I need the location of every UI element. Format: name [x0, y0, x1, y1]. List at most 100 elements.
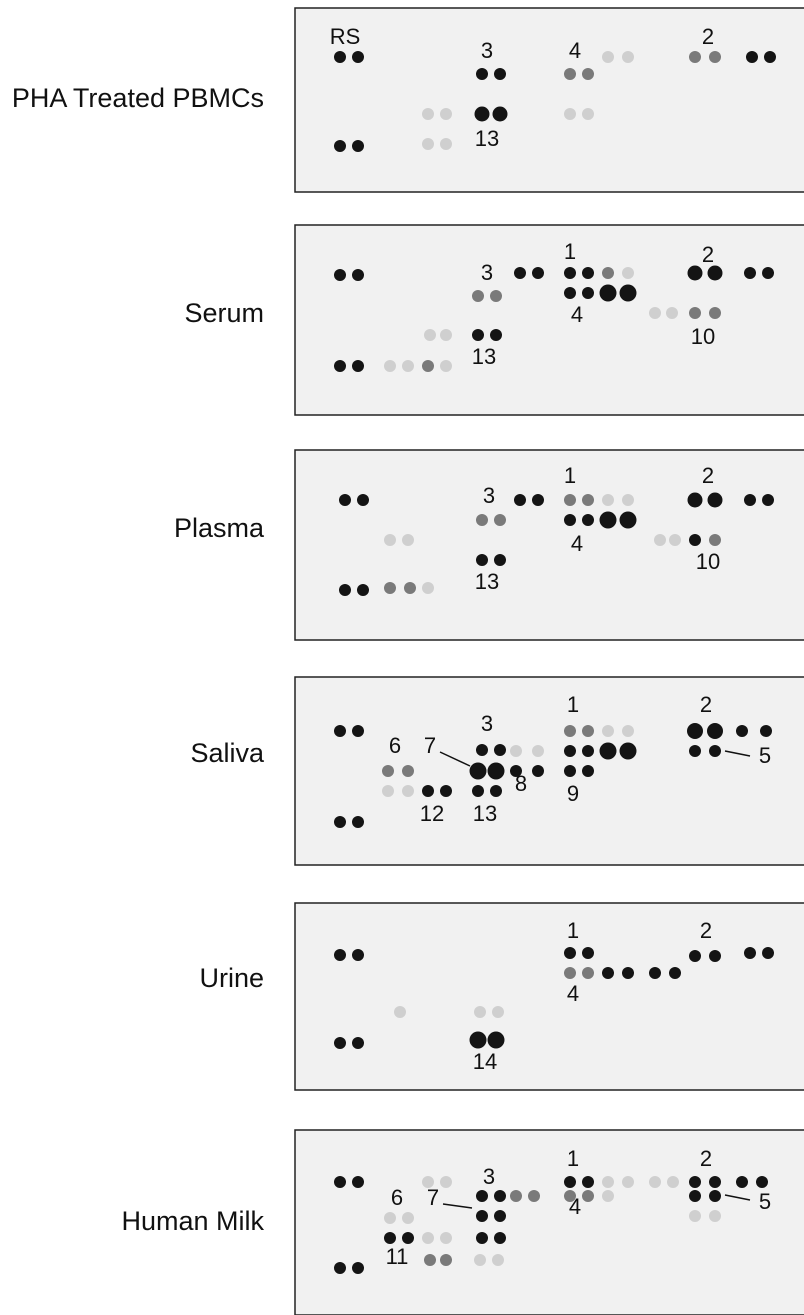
spot-label: 9 — [567, 781, 579, 806]
spot-label: 13 — [472, 344, 496, 369]
blot — [295, 450, 804, 640]
dot — [334, 51, 346, 63]
dot — [440, 138, 452, 150]
dot — [688, 266, 703, 281]
dot — [532, 267, 544, 279]
dot — [707, 723, 723, 739]
row-label: Human Milk — [121, 1206, 264, 1236]
dot — [602, 1176, 614, 1188]
dot — [602, 967, 614, 979]
dot — [394, 1006, 406, 1018]
dot — [582, 68, 594, 80]
dot — [476, 1190, 488, 1202]
dot — [382, 785, 394, 797]
dot — [514, 494, 526, 506]
dot — [687, 723, 703, 739]
dot — [384, 360, 396, 372]
dot — [424, 329, 436, 341]
spot-label: 12 — [420, 801, 444, 826]
dot — [582, 287, 594, 299]
row-label: PHA Treated PBMCs — [12, 83, 264, 113]
dot — [492, 1254, 504, 1266]
spot-label: 7 — [424, 733, 436, 758]
dot — [582, 947, 594, 959]
dot — [352, 360, 364, 372]
spot-label: 7 — [427, 1185, 439, 1210]
dot — [494, 514, 506, 526]
spot-label: 1 — [567, 692, 579, 717]
row-label: Urine — [199, 963, 264, 993]
blot — [295, 8, 804, 192]
dot — [564, 267, 576, 279]
dot — [510, 745, 522, 757]
dot — [709, 1210, 721, 1222]
dot — [709, 950, 721, 962]
dot — [402, 1232, 414, 1244]
dot — [689, 1190, 701, 1202]
dot — [422, 582, 434, 594]
dot — [620, 743, 637, 760]
spot-label: 2 — [702, 463, 714, 488]
dot — [564, 494, 576, 506]
spot-label: 2 — [702, 24, 714, 49]
spot-label: 3 — [481, 260, 493, 285]
dot — [736, 725, 748, 737]
dot — [602, 494, 614, 506]
dot — [357, 584, 369, 596]
dot — [746, 51, 758, 63]
dot — [564, 68, 576, 80]
dot — [334, 1262, 346, 1274]
dot — [689, 307, 701, 319]
dot — [352, 140, 364, 152]
dot — [334, 949, 346, 961]
dot — [352, 1176, 364, 1188]
spot-label: 3 — [483, 483, 495, 508]
dot — [708, 266, 723, 281]
spot-label: 4 — [571, 531, 583, 556]
spot-label: 13 — [473, 801, 497, 826]
dot — [334, 1176, 346, 1188]
dot — [622, 51, 634, 63]
dot — [602, 267, 614, 279]
dot — [528, 1190, 540, 1202]
dot — [494, 1210, 506, 1222]
dot — [494, 744, 506, 756]
dot — [494, 554, 506, 566]
dot — [402, 785, 414, 797]
dot — [688, 493, 703, 508]
blot — [295, 903, 804, 1090]
spot-label: 5 — [759, 743, 771, 768]
dot — [582, 725, 594, 737]
dot — [689, 534, 701, 546]
dot — [440, 329, 452, 341]
spot-label: 2 — [702, 242, 714, 267]
dot — [472, 329, 484, 341]
dot — [402, 765, 414, 777]
spot-label: 2 — [700, 1146, 712, 1171]
dot — [689, 1210, 701, 1222]
spot-label: 10 — [696, 549, 720, 574]
dot — [472, 785, 484, 797]
row-label: Saliva — [190, 738, 265, 768]
dot — [600, 512, 617, 529]
spot-label: 4 — [571, 302, 583, 327]
spot-label: 1 — [567, 918, 579, 943]
dot — [654, 534, 666, 546]
dot — [582, 765, 594, 777]
dot — [422, 108, 434, 120]
dot — [744, 494, 756, 506]
dot — [620, 285, 637, 302]
dot — [352, 1037, 364, 1049]
dot — [494, 68, 506, 80]
spot-label: 4 — [567, 981, 579, 1006]
dot — [649, 967, 661, 979]
dot — [602, 51, 614, 63]
dot — [476, 68, 488, 80]
dot — [424, 1254, 436, 1266]
dot — [476, 1232, 488, 1244]
dot — [709, 745, 721, 757]
dot — [422, 785, 434, 797]
dot — [352, 269, 364, 281]
